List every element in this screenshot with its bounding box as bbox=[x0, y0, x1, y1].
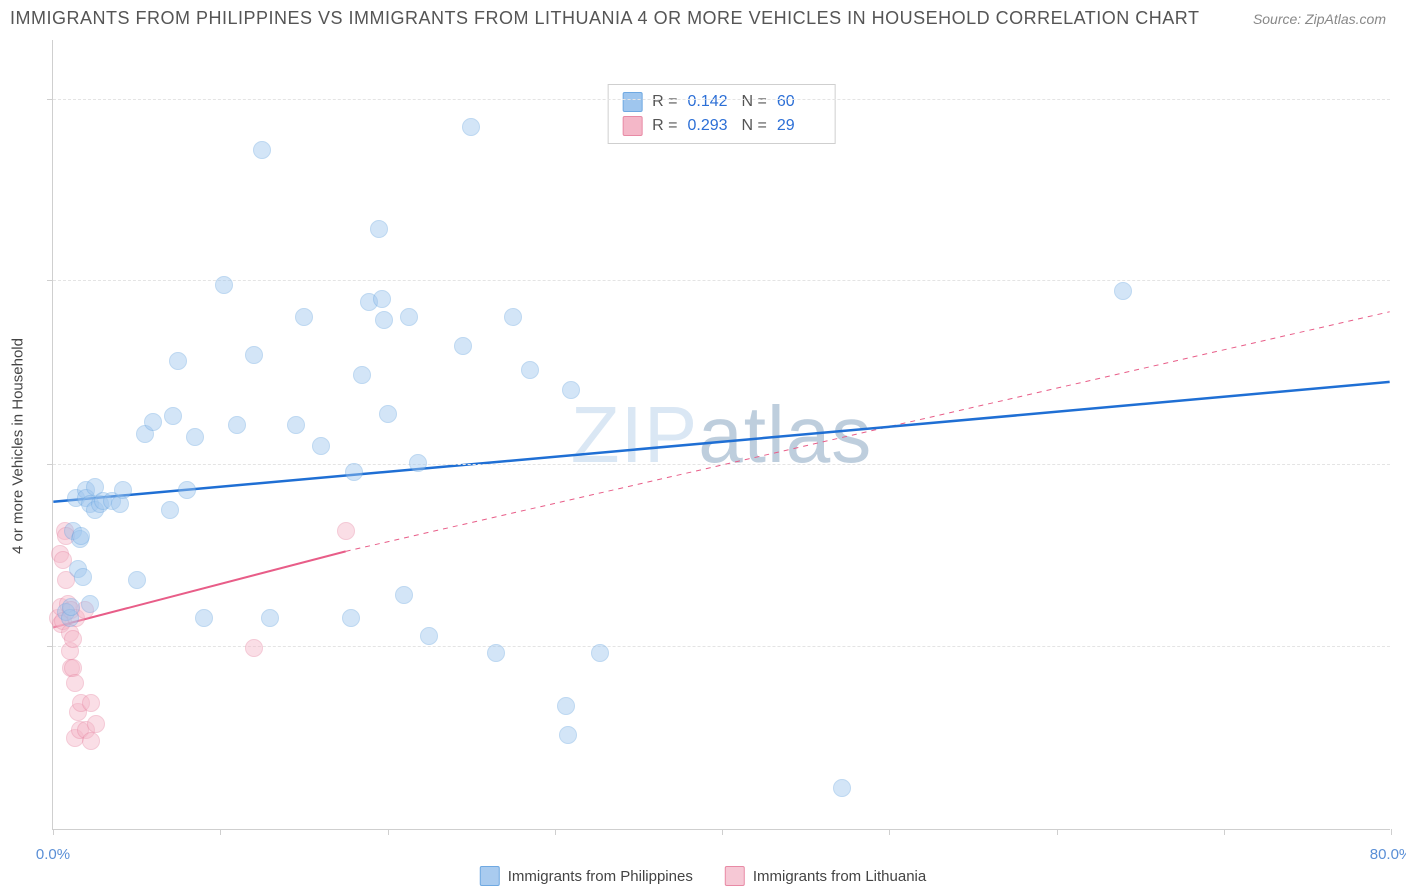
scatter-point bbox=[379, 405, 397, 423]
scatter-point bbox=[833, 779, 851, 797]
scatter-point bbox=[591, 644, 609, 662]
scatter-point bbox=[169, 352, 187, 370]
scatter-point bbox=[144, 413, 162, 431]
scatter-point bbox=[253, 141, 271, 159]
correlation-legend: R = 0.142 N = 60 R = 0.293 N = 29 bbox=[607, 84, 836, 144]
ytick-label: 25.0% bbox=[1400, 90, 1406, 107]
scatter-point bbox=[64, 630, 82, 648]
legend-item-lithuania: Immigrants from Lithuania bbox=[725, 866, 926, 886]
scatter-point bbox=[161, 501, 179, 519]
legend-row-lithuania: R = 0.293 N = 29 bbox=[622, 114, 821, 138]
trend-lines-layer bbox=[53, 40, 1390, 829]
legend-label-philippines: Immigrants from Philippines bbox=[508, 868, 693, 885]
scatter-point bbox=[287, 416, 305, 434]
ytick-label: 12.5% bbox=[1400, 456, 1406, 473]
scatter-point bbox=[245, 346, 263, 364]
scatter-point bbox=[82, 732, 100, 750]
scatter-point bbox=[82, 694, 100, 712]
scatter-point bbox=[215, 276, 233, 294]
swatch-philippines-icon bbox=[480, 866, 500, 886]
scatter-point bbox=[178, 481, 196, 499]
scatter-point bbox=[345, 463, 363, 481]
scatter-point bbox=[559, 726, 577, 744]
ytick-label: 6.3% bbox=[1400, 637, 1406, 654]
swatch-lithuania-icon bbox=[725, 866, 745, 886]
scatter-point bbox=[409, 454, 427, 472]
scatter-point bbox=[373, 290, 391, 308]
r-value-philippines: 0.142 bbox=[688, 93, 732, 111]
scatter-point bbox=[186, 428, 204, 446]
xtick bbox=[1057, 829, 1058, 835]
scatter-point bbox=[66, 674, 84, 692]
scatter-point bbox=[245, 639, 263, 657]
scatter-point bbox=[128, 571, 146, 589]
scatter-point bbox=[74, 568, 92, 586]
series-legend: Immigrants from Philippines Immigrants f… bbox=[480, 866, 926, 886]
scatter-point bbox=[353, 366, 371, 384]
legend-item-philippines: Immigrants from Philippines bbox=[480, 866, 693, 886]
ytick-label: 18.8% bbox=[1400, 271, 1406, 288]
xtick bbox=[889, 829, 890, 835]
r-value-lithuania: 0.293 bbox=[688, 117, 732, 135]
ytick bbox=[47, 99, 53, 100]
scatter-point bbox=[562, 381, 580, 399]
scatter-point bbox=[557, 697, 575, 715]
swatch-philippines bbox=[622, 92, 642, 112]
scatter-point bbox=[312, 437, 330, 455]
scatter-point bbox=[195, 609, 213, 627]
scatter-point bbox=[337, 522, 355, 540]
n-value-philippines: 60 bbox=[777, 93, 821, 111]
scatter-point bbox=[462, 118, 480, 136]
scatter-point bbox=[521, 361, 539, 379]
ytick bbox=[47, 646, 53, 647]
chart-plot-area: ZIPatlas R = 0.142 N = 60 R = 0.293 N = … bbox=[52, 40, 1390, 830]
legend-label-lithuania: Immigrants from Lithuania bbox=[753, 868, 926, 885]
xtick bbox=[555, 829, 556, 835]
xtick bbox=[220, 829, 221, 835]
source-label: Source: ZipAtlas.com bbox=[1253, 11, 1386, 27]
scatter-point bbox=[370, 220, 388, 238]
scatter-point bbox=[1114, 282, 1132, 300]
xtick bbox=[1391, 829, 1392, 835]
scatter-point bbox=[420, 627, 438, 645]
n-label: N = bbox=[742, 93, 767, 111]
chart-title: IMMIGRANTS FROM PHILIPPINES VS IMMIGRANT… bbox=[10, 8, 1199, 29]
r-label: R = bbox=[652, 93, 677, 111]
n-value-lithuania: 29 bbox=[777, 117, 821, 135]
scatter-point bbox=[87, 715, 105, 733]
watermark: ZIPatlas bbox=[571, 389, 872, 481]
xtick bbox=[53, 829, 54, 835]
scatter-point bbox=[395, 586, 413, 604]
scatter-point bbox=[81, 595, 99, 613]
scatter-point bbox=[72, 527, 90, 545]
scatter-point bbox=[228, 416, 246, 434]
x-min-label: 0.0% bbox=[36, 846, 70, 863]
ytick bbox=[47, 280, 53, 281]
n-label: N = bbox=[742, 117, 767, 135]
xtick bbox=[722, 829, 723, 835]
gridline bbox=[53, 99, 1390, 100]
x-max-label: 80.0% bbox=[1370, 846, 1406, 863]
r-label: R = bbox=[652, 117, 677, 135]
scatter-point bbox=[504, 308, 522, 326]
scatter-point bbox=[164, 407, 182, 425]
scatter-point bbox=[62, 598, 80, 616]
scatter-point bbox=[454, 337, 472, 355]
scatter-point bbox=[375, 311, 393, 329]
scatter-point bbox=[261, 609, 279, 627]
scatter-point bbox=[400, 308, 418, 326]
y-axis-title: 4 or more Vehicles in Household bbox=[10, 338, 27, 554]
xtick bbox=[388, 829, 389, 835]
gridline bbox=[53, 280, 1390, 281]
scatter-point bbox=[295, 308, 313, 326]
scatter-point bbox=[342, 609, 360, 627]
gridline bbox=[53, 464, 1390, 465]
scatter-point bbox=[487, 644, 505, 662]
scatter-point bbox=[114, 481, 132, 499]
ytick bbox=[47, 464, 53, 465]
xtick bbox=[1224, 829, 1225, 835]
swatch-lithuania bbox=[622, 116, 642, 136]
legend-row-philippines: R = 0.142 N = 60 bbox=[622, 90, 821, 114]
